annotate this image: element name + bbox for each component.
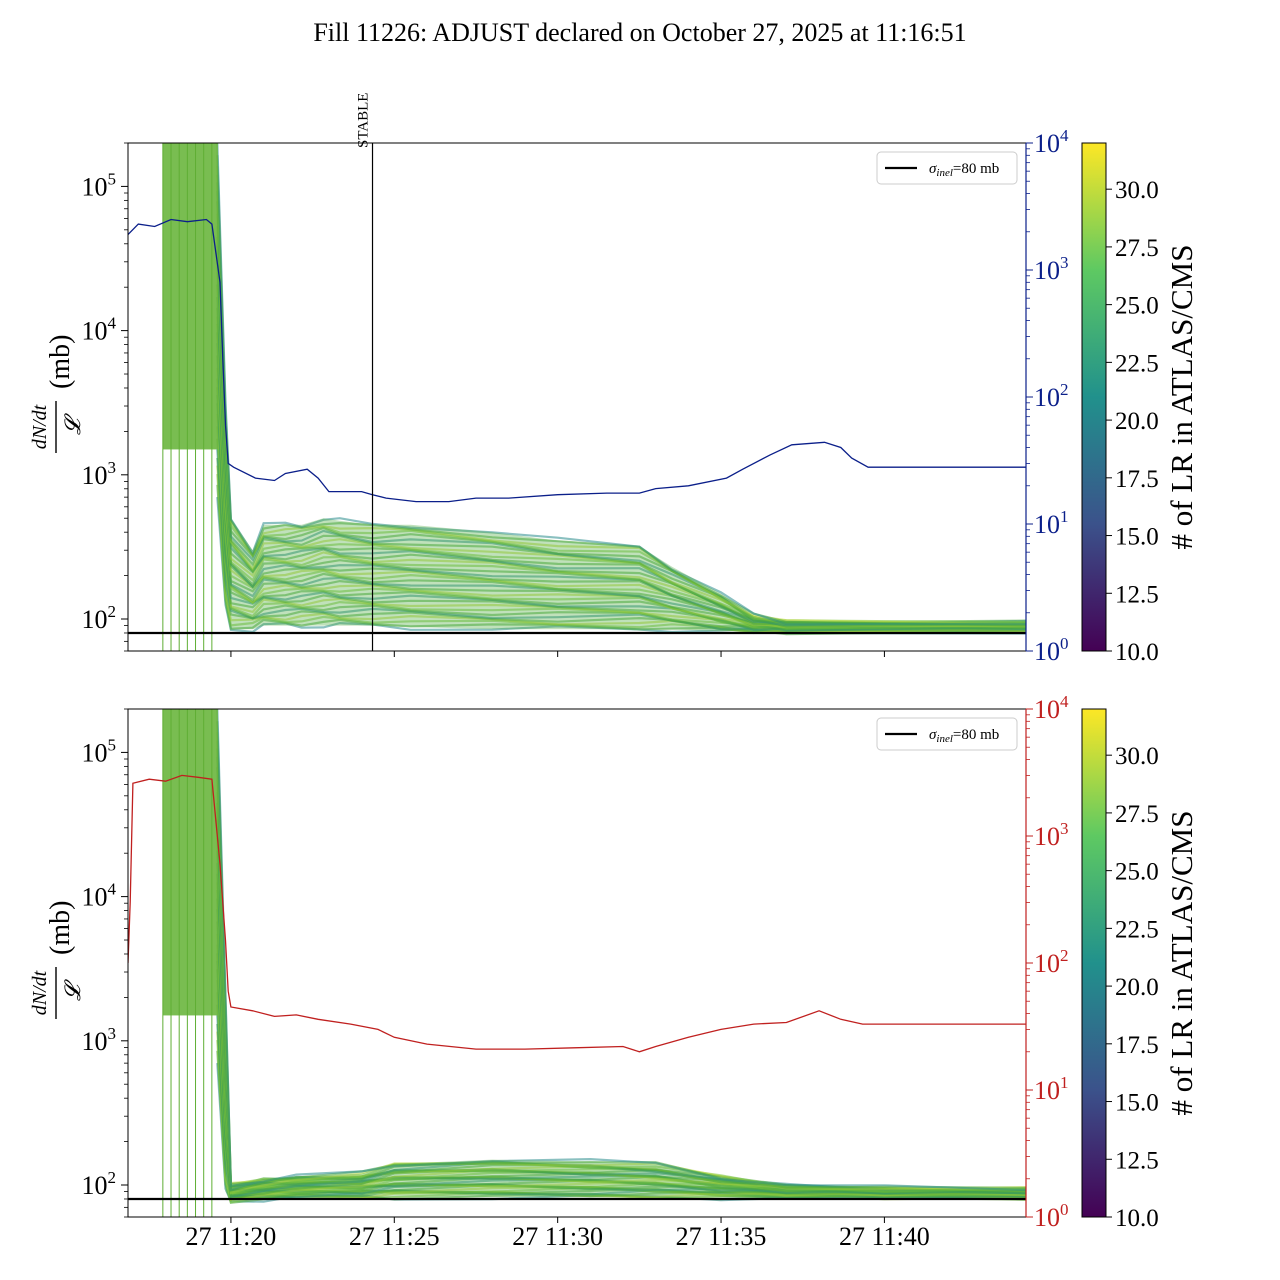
y2-tick-label: 101 <box>1034 507 1069 539</box>
y-label-numerator: dN/dt <box>29 970 51 1015</box>
band-trace <box>216 819 1026 1195</box>
band-trace <box>216 721 1026 1189</box>
colorbar-tick-label: 15.0 <box>1115 1090 1159 1117</box>
saturated-band-highlight <box>162 709 218 1016</box>
overlay-series-line <box>128 774 1026 1053</box>
legend-label: σinel=80 mb <box>929 161 999 179</box>
band-trace <box>216 740 1026 1193</box>
colorbar-tick-label: 22.5 <box>1115 916 1159 943</box>
saturated-band <box>162 709 218 1016</box>
colorbar-tick-label: 10.0 <box>1115 1205 1159 1232</box>
colorbar-tick-label: 30.0 <box>1115 743 1159 770</box>
y2-tick-label: 101 <box>1034 1073 1069 1105</box>
colorbar-tick-label: 17.5 <box>1115 466 1159 493</box>
colorbar-tick-label: 20.0 <box>1115 408 1159 435</box>
colorbar-tick-label: 12.5 <box>1115 1147 1159 1174</box>
colorbar <box>1081 708 1107 1218</box>
y-label-unit: (mb) <box>45 901 76 955</box>
y-tick-label: 105 <box>82 169 117 201</box>
y-axis-label: dN/dt 𝓛 (mb) <box>29 901 85 1019</box>
y2-tick-label: 104 <box>1034 126 1069 158</box>
y2-tick-label: 104 <box>1034 692 1069 724</box>
band-trace <box>216 838 1026 1197</box>
plot-area-top <box>128 143 1026 651</box>
y-label-denominator: 𝓛 <box>60 413 85 435</box>
band-trace <box>216 802 1026 1193</box>
y-tick-label: 104 <box>82 314 117 346</box>
colorbar-label: # of LR in ATLAS/CMS <box>1164 811 1199 1116</box>
legend-box <box>876 717 1018 751</box>
band-envelope <box>217 143 1026 632</box>
band-trace <box>216 779 1026 1193</box>
stable-marker-label: STABLE <box>356 93 372 148</box>
x-tick-label: 27 11:30 <box>512 1222 603 1251</box>
band-trace <box>216 827 1026 1196</box>
y-tick-label: 104 <box>82 880 117 912</box>
x-tick-label: 27 11:40 <box>839 1222 930 1251</box>
band-trace <box>216 873 1026 1195</box>
band-trace <box>216 862 1026 1194</box>
y-tick-label: 103 <box>82 458 117 490</box>
y-label-numerator: dN/dt <box>29 404 51 449</box>
saturated-band-highlight <box>162 143 218 450</box>
legend-box <box>876 151 1018 185</box>
colorbar-tick-label: 10.0 <box>1115 639 1159 666</box>
band-trace <box>216 882 1026 1197</box>
band-trace <box>216 748 1026 1194</box>
legend-label: σinel=80 mb <box>929 727 999 745</box>
band-trace <box>216 732 1026 1191</box>
y-tick-label: 105 <box>82 735 117 767</box>
band-trace <box>216 792 1026 1192</box>
band-trace <box>216 933 1026 1197</box>
colorbar-tick-label: 25.0 <box>1115 859 1159 886</box>
colorbar-tick-label: 27.5 <box>1115 235 1159 262</box>
band-trace <box>216 889 1026 1197</box>
colorbar-tick-label: 27.5 <box>1115 801 1159 828</box>
y-tick-label: 102 <box>82 602 117 634</box>
band-trace <box>216 921 1026 1197</box>
y2-tick-label: 103 <box>1034 253 1069 285</box>
x-tick-label: 27 11:20 <box>186 1222 277 1251</box>
y2-tick-label: 102 <box>1034 946 1069 978</box>
band-trace <box>216 767 1026 1195</box>
colorbar-label: # of LR in ATLAS/CMS <box>1164 245 1199 550</box>
overlay-series-line <box>128 218 1026 503</box>
colorbar-tick-label: 22.5 <box>1115 350 1159 377</box>
y-label-unit: (mb) <box>45 335 76 389</box>
axes-frame <box>127 708 1027 1218</box>
plot-area-bottom <box>128 709 1026 1217</box>
x-tick-label: 27 11:35 <box>676 1222 767 1251</box>
y2-tick-label: 100 <box>1034 634 1069 666</box>
colorbar-tick-label: 30.0 <box>1115 177 1159 204</box>
band-trace <box>216 898 1026 1198</box>
y-tick-label: 102 <box>82 1168 117 1200</box>
y-axis-label: dN/dt 𝓛 (mb) <box>29 335 85 453</box>
colorbar-tick-label: 20.0 <box>1115 974 1159 1001</box>
colorbar <box>1081 142 1107 652</box>
y2-tick-label: 100 <box>1034 1200 1069 1232</box>
colorbar-tick-label: 17.5 <box>1115 1032 1159 1059</box>
x-tick-label: 27 11:25 <box>349 1222 440 1251</box>
band-trace <box>216 756 1026 1195</box>
y-tick-label: 103 <box>82 1024 117 1056</box>
y-label-denominator: 𝓛 <box>60 979 85 1001</box>
band-envelope <box>217 709 1026 1201</box>
band-trace <box>216 811 1026 1195</box>
figure-title: Fill 11226: ADJUST declared on October 2… <box>313 18 967 47</box>
y2-tick-label: 102 <box>1034 380 1069 412</box>
band-trace <box>216 909 1026 1198</box>
colorbar-tick-label: 15.0 <box>1115 524 1159 551</box>
band-trace <box>216 944 1026 1198</box>
band-trace <box>216 709 1026 1192</box>
colorbar-tick-label: 25.0 <box>1115 293 1159 320</box>
y2-tick-label: 103 <box>1034 819 1069 851</box>
colorbar-tick-label: 12.5 <box>1115 581 1159 608</box>
saturated-band <box>162 143 218 450</box>
